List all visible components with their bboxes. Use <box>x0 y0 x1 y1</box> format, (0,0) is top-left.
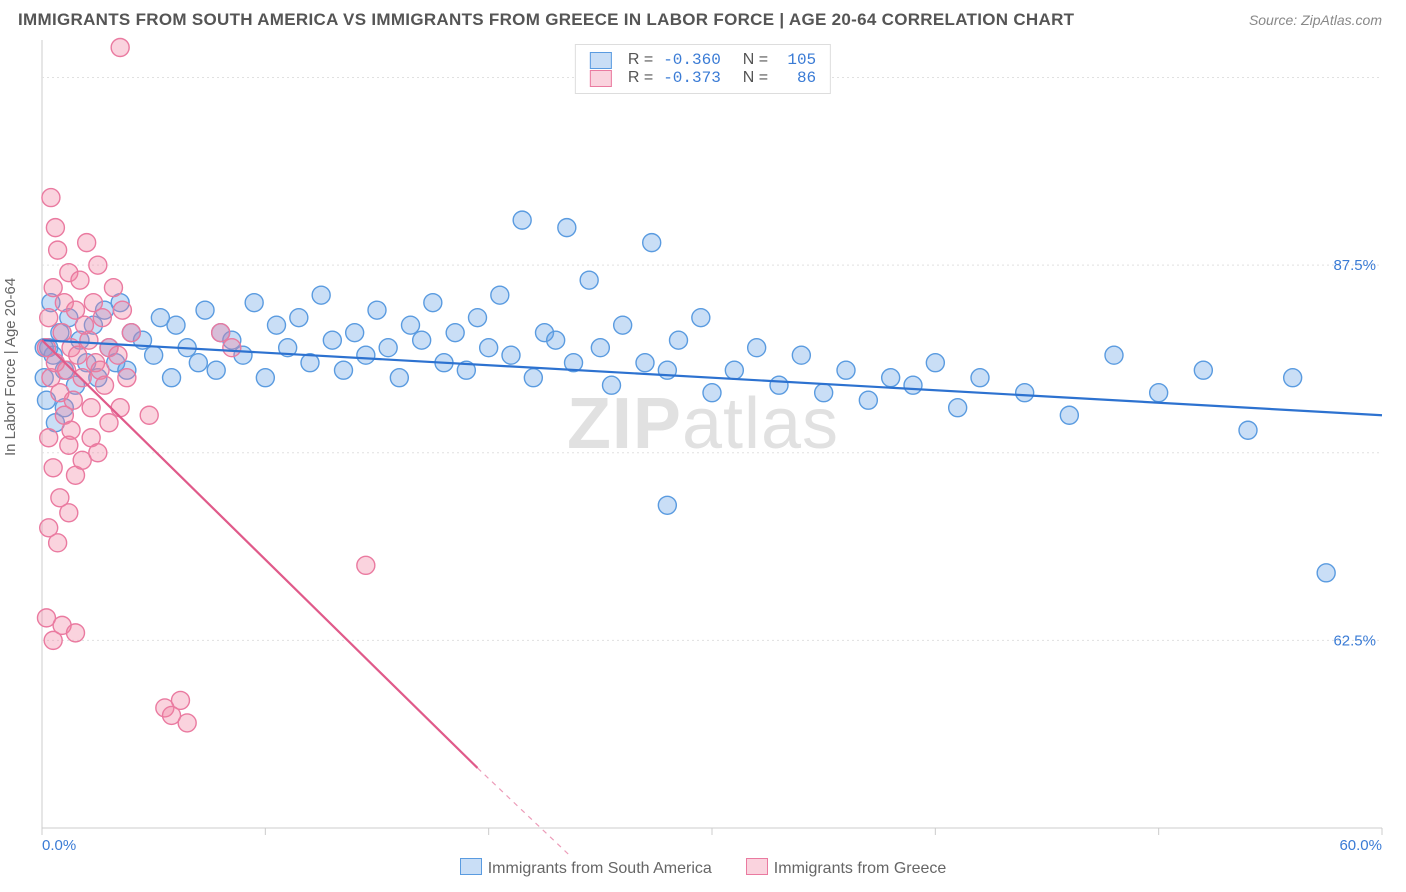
legend-item: Immigrants from South America <box>460 858 712 878</box>
correlation-row: R = -0.360N = 105 <box>590 51 816 69</box>
chart-title: IMMIGRANTS FROM SOUTH AMERICA VS IMMIGRA… <box>18 10 1074 30</box>
svg-text:60.0%: 60.0% <box>1339 837 1382 854</box>
chart-area: In Labor Force | Age 20-64 62.5% 87.5% 0.0… <box>0 36 1406 880</box>
series-legend: Immigrants from South America Immigrants … <box>0 858 1406 878</box>
y-axis-label: In Labor Force | Age 20-64 <box>2 278 19 456</box>
svg-text:87.5%: 87.5% <box>1333 257 1376 274</box>
svg-text:0.0%: 0.0% <box>42 837 76 854</box>
chart-source: Source: ZipAtlas.com <box>1249 12 1382 28</box>
legend-item: Immigrants from Greece <box>746 858 946 878</box>
chart-header: IMMIGRANTS FROM SOUTH AMERICA VS IMMIGRA… <box>0 0 1406 36</box>
correlation-row: R = -0.373N = 86 <box>590 69 816 87</box>
scatter-chart-svg: 62.5% 87.5% 0.0% 60.0% <box>0 36 1406 856</box>
correlation-legend-box: R = -0.360N = 105R = -0.373N = 86 <box>575 44 831 94</box>
svg-text:62.5%: 62.5% <box>1333 632 1376 649</box>
